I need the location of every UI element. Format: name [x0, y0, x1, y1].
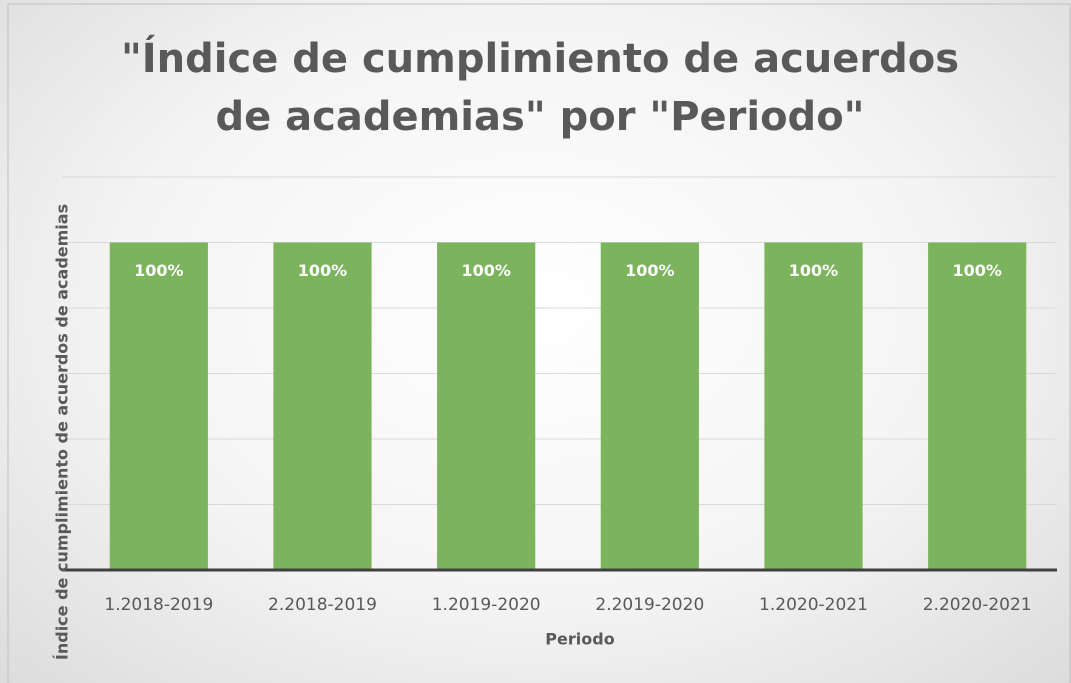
value-label: 100%: [789, 261, 838, 280]
x-tick-label: 2.2019-2020: [595, 595, 704, 615]
value-label: 100%: [625, 261, 674, 280]
bar: [928, 242, 1027, 570]
bar: [437, 242, 536, 570]
bar: [600, 242, 699, 570]
bar: [273, 242, 372, 570]
x-axis-label: Periodo: [545, 630, 614, 649]
value-label: 100%: [461, 261, 510, 280]
x-tick-label: 1.2020-2021: [759, 595, 868, 615]
x-tick-label: 2.2020-2021: [923, 595, 1032, 615]
chart-border: [7, 3, 1071, 683]
x-tick-label: 1.2018-2019: [104, 595, 213, 615]
bar: [109, 242, 208, 570]
x-tick-label: 1.2019-2020: [432, 595, 541, 615]
y-axis-label: Índice de cumplimiento de acuerdos de ac…: [53, 204, 72, 660]
x-tick-label: 2.2018-2019: [268, 595, 377, 615]
value-label: 100%: [952, 261, 1001, 280]
chart-title: "Índice de cumplimiento de acuerdos de a…: [120, 36, 960, 140]
bar: [764, 242, 863, 570]
value-label: 100%: [134, 261, 183, 280]
value-label: 100%: [298, 261, 347, 280]
